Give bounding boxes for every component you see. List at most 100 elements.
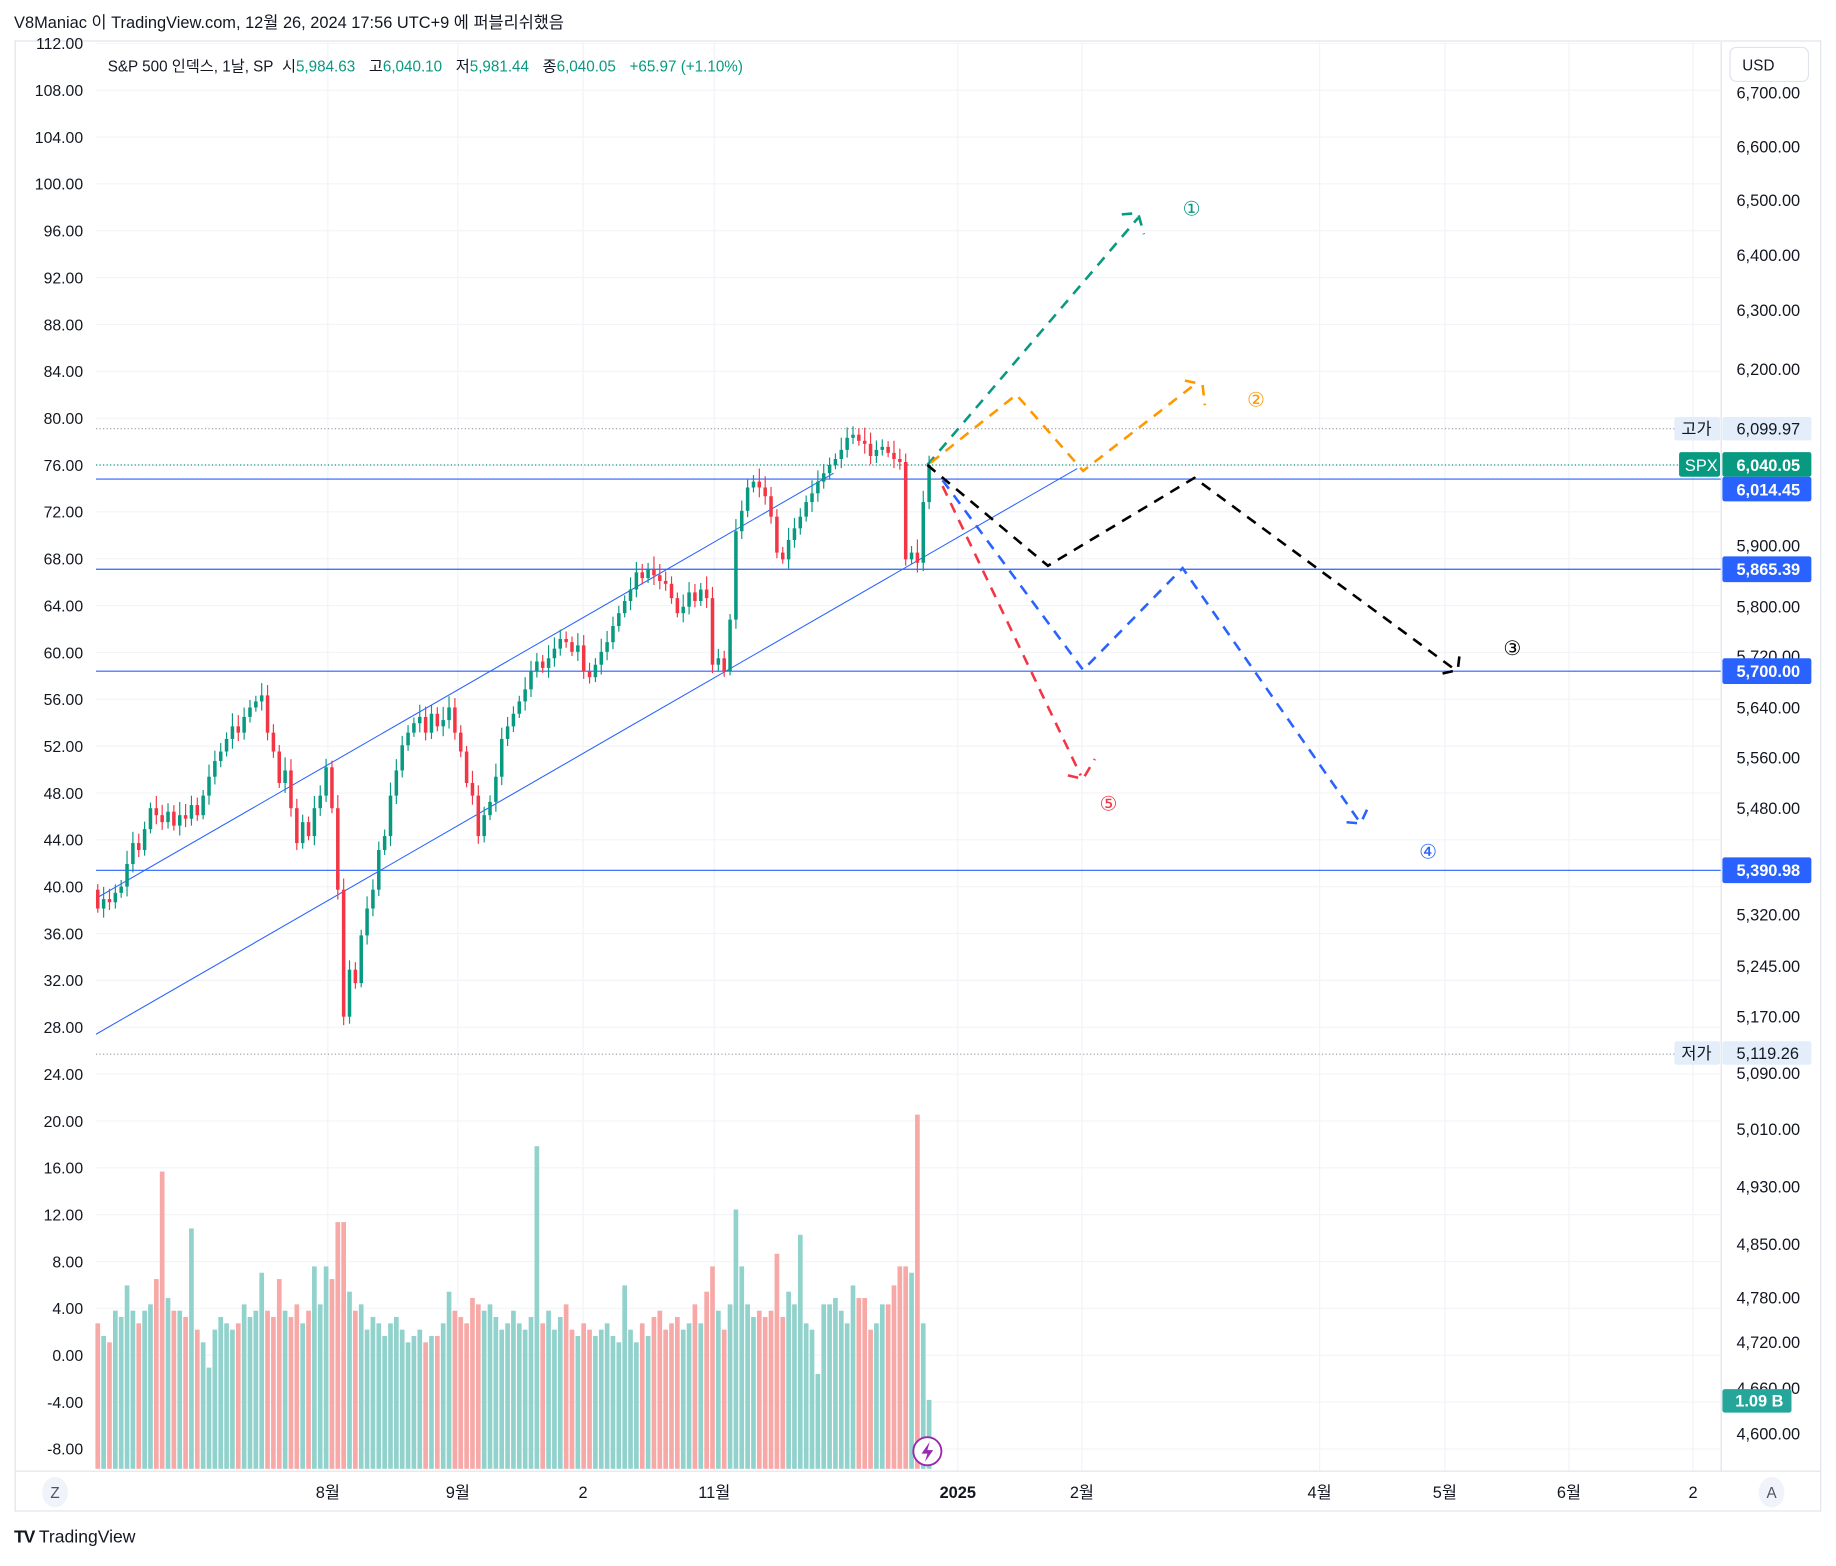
candle[interactable]	[482, 815, 486, 837]
candle[interactable]	[769, 496, 773, 517]
candle[interactable]	[177, 815, 182, 826]
scenario-5-path[interactable]	[941, 485, 1082, 776]
candle[interactable]	[400, 745, 404, 771]
candle[interactable]	[693, 592, 697, 602]
scenario-3-path[interactable]	[926, 464, 1457, 672]
candle[interactable]	[511, 713, 516, 727]
candle[interactable]	[898, 458, 902, 463]
candle[interactable]	[224, 738, 229, 752]
candle[interactable]	[763, 487, 767, 497]
candle[interactable]	[453, 707, 457, 733]
candle[interactable]	[851, 434, 855, 438]
candle[interactable]	[406, 732, 410, 746]
candle[interactable]	[821, 473, 826, 482]
candle[interactable]	[201, 795, 205, 816]
candle[interactable]	[827, 465, 832, 474]
candle[interactable]	[254, 701, 258, 708]
candle[interactable]	[96, 889, 100, 909]
candle[interactable]	[341, 889, 346, 1017]
channel-lower-line[interactable]	[95, 468, 1078, 1035]
candle[interactable]	[488, 801, 492, 816]
candle[interactable]	[886, 446, 890, 453]
candle[interactable]	[757, 481, 762, 488]
lightning-icon[interactable]	[912, 1436, 943, 1467]
candle[interactable]	[324, 767, 328, 796]
candle[interactable]	[839, 449, 844, 459]
candle[interactable]	[745, 487, 750, 511]
candle[interactable]	[734, 531, 738, 620]
currency-button[interactable]: USD	[1729, 46, 1810, 82]
candle[interactable]	[804, 502, 808, 517]
candle[interactable]	[499, 738, 504, 777]
right-axis[interactable]: 6,700.00 6,600.00 6,500.00 6,400.00 6,300.00…	[1736, 84, 1800, 1443]
candle[interactable]	[429, 713, 434, 733]
candle[interactable]	[283, 770, 287, 784]
candle[interactable]	[441, 720, 445, 727]
reset-left-button[interactable]: Z	[42, 1477, 68, 1508]
candle[interactable]	[394, 770, 399, 796]
candle[interactable]	[148, 808, 153, 830]
candle[interactable]	[880, 446, 885, 450]
candle[interactable]	[634, 572, 639, 590]
channel-upper-line[interactable]	[95, 472, 834, 899]
candle[interactable]	[669, 583, 674, 599]
candle[interactable]	[295, 808, 299, 844]
candle[interactable]	[218, 751, 223, 761]
candle[interactable]	[458, 732, 463, 752]
candle[interactable]	[412, 723, 416, 733]
candle[interactable]	[207, 776, 211, 796]
candle[interactable]	[570, 642, 574, 652]
candle[interactable]	[740, 510, 744, 532]
candle[interactable]	[382, 836, 387, 851]
candle[interactable]	[172, 811, 176, 826]
candle[interactable]	[101, 899, 106, 909]
candle[interactable]	[622, 601, 627, 614]
candle[interactable]	[792, 528, 797, 540]
candle[interactable]	[857, 434, 861, 441]
candle[interactable]	[816, 481, 820, 494]
candle[interactable]	[377, 850, 381, 890]
candle[interactable]	[213, 760, 217, 777]
candle[interactable]	[523, 689, 527, 702]
candle[interactable]	[435, 713, 440, 727]
candle[interactable]	[845, 437, 849, 450]
candle[interactable]	[903, 462, 908, 560]
candle[interactable]	[915, 552, 920, 563]
candle[interactable]	[605, 642, 609, 652]
candle[interactable]	[862, 440, 867, 444]
candle[interactable]	[751, 481, 756, 488]
candle[interactable]	[336, 808, 340, 890]
candle[interactable]	[494, 776, 498, 802]
candle[interactable]	[470, 783, 475, 796]
candle[interactable]	[476, 795, 481, 837]
candle[interactable]	[131, 843, 135, 864]
candle[interactable]	[166, 811, 170, 823]
auto-scale-button[interactable]: A	[1758, 1477, 1785, 1508]
candle[interactable]	[318, 795, 322, 809]
candle[interactable]	[236, 726, 241, 733]
candle[interactable]	[230, 726, 235, 739]
candle[interactable]	[142, 829, 147, 851]
candle[interactable]	[909, 552, 914, 560]
candle[interactable]	[125, 863, 129, 887]
candle[interactable]	[136, 843, 141, 851]
candle[interactable]	[874, 449, 879, 456]
candle[interactable]	[312, 808, 317, 837]
candle[interactable]	[646, 569, 650, 579]
scenario-2-path[interactable]	[930, 381, 1198, 473]
candle[interactable]	[107, 899, 112, 903]
candle[interactable]	[652, 569, 656, 576]
candle[interactable]	[810, 493, 814, 503]
candle[interactable]	[189, 805, 194, 819]
scenario-1-path[interactable]	[926, 217, 1140, 466]
candle[interactable]	[868, 443, 873, 456]
tradingview-logo[interactable]: TV TradingView	[14, 1527, 135, 1547]
candle[interactable]	[365, 908, 369, 936]
candle[interactable]	[160, 815, 164, 823]
candle[interactable]	[681, 606, 685, 614]
candle[interactable]	[564, 638, 568, 643]
candle[interactable]	[628, 589, 633, 602]
candle[interactable]	[259, 695, 264, 702]
candle[interactable]	[675, 598, 680, 614]
candle[interactable]	[517, 701, 522, 714]
